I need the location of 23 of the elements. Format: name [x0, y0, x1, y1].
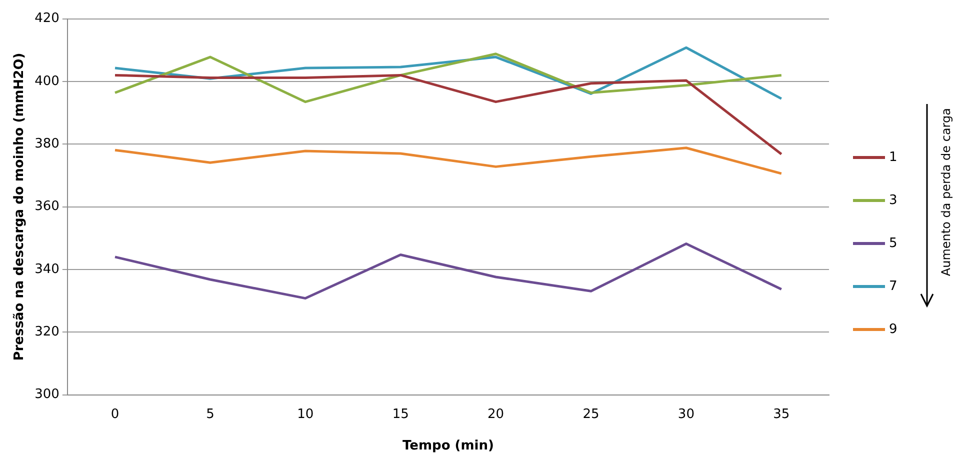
text: Aumento da perda de carga: [938, 108, 954, 276]
y-tick-label: 320: [34, 324, 60, 340]
legend-label: 9: [889, 322, 898, 336]
y-tick-label: 400: [34, 74, 60, 89]
x-tick-label: 0: [110, 406, 120, 422]
y-tick-label: 340: [34, 262, 60, 277]
x-tick-label: 25: [582, 406, 600, 422]
x-tick-label: 15: [392, 406, 409, 422]
legend-label: 5: [889, 236, 898, 250]
x-tick-label: 35: [773, 406, 790, 422]
x-tick-label: 5: [206, 406, 214, 422]
legend-label: 1: [889, 150, 898, 164]
x-tick-label: 20: [488, 406, 504, 422]
legend-label: 3: [889, 192, 898, 208]
x-tick-label: 10: [297, 406, 314, 422]
y-tick-label: 360: [34, 199, 60, 214]
legend-label: 7: [889, 278, 898, 294]
y-tick-label: 380: [34, 136, 60, 152]
x-tick-label: 30: [678, 406, 694, 422]
y-axis-title: Pressão na descarga do moinho (mmH2O): [12, 52, 28, 361]
y-tick-label: 300: [34, 387, 60, 402]
y-tick-label: 420: [34, 11, 60, 26]
x-axis-title: Tempo (min): [402, 438, 494, 454]
